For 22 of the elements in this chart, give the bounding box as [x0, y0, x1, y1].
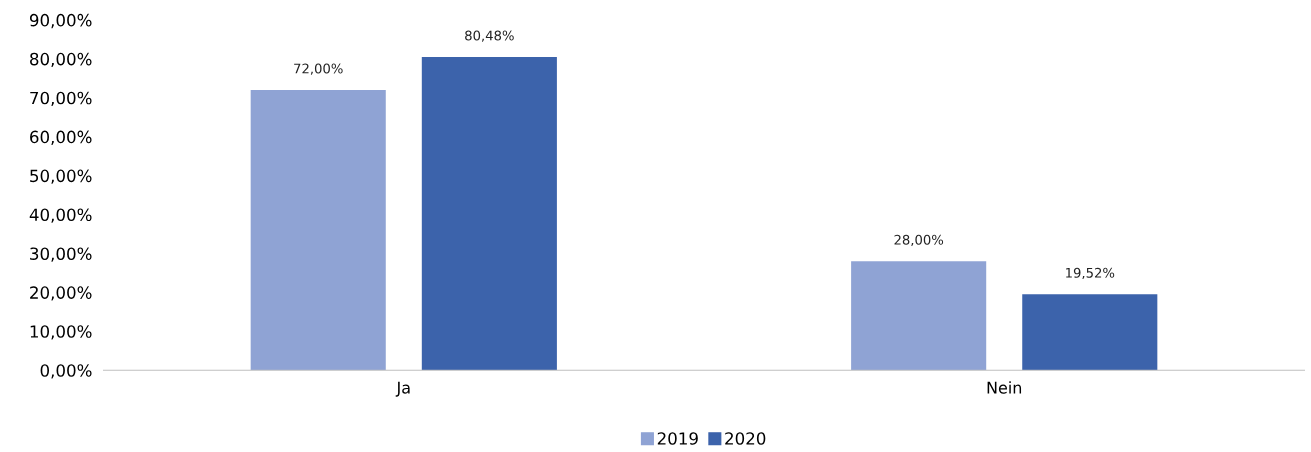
y-tick-label: 40,00%	[29, 208, 92, 223]
y-tick-label: 50,00%	[30, 169, 92, 184]
bar	[250, 89, 386, 371]
data-label: 80,48%	[465, 30, 514, 42]
bar	[1022, 294, 1158, 371]
y-tick-label: 20,00%	[30, 286, 92, 301]
bar	[851, 261, 987, 371]
bar	[421, 56, 557, 371]
y-tick-label: 90,00%	[29, 13, 92, 29]
data-label: 28,00%	[894, 234, 944, 247]
y-tick-label: 30,00%	[30, 247, 92, 262]
legend-label: 2020	[725, 432, 766, 445]
y-tick-label: 0,00%	[40, 364, 92, 379]
y-tick-label: 10,00%	[30, 325, 92, 340]
data-label: 72,00%	[294, 63, 343, 75]
legend-label: 2019	[657, 432, 698, 445]
x-tick-label: Nein	[987, 381, 1022, 394]
data-label: 19,52%	[1066, 267, 1115, 280]
y-tick-label: 80,00%	[30, 52, 92, 68]
y-tick-label: 60,00%	[30, 130, 92, 145]
x-tick-label: Ja	[395, 381, 410, 397]
y-tick-label: 70,00%	[30, 91, 92, 106]
